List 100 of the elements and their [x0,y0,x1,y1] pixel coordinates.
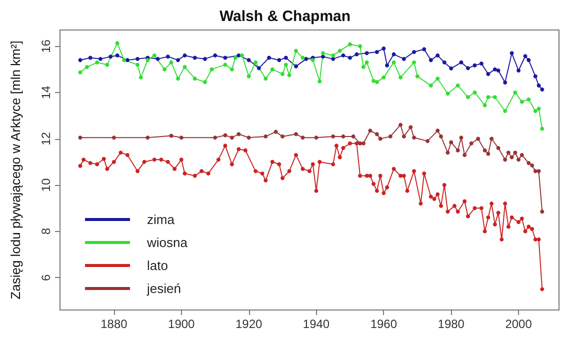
point [412,136,416,140]
point [341,53,346,58]
point [449,66,454,70]
point [523,54,528,58]
point [230,136,234,140]
point [412,50,416,54]
point [526,58,531,62]
point [331,56,336,61]
point [492,67,497,72]
y-tick-label: 14 [39,85,53,100]
point [456,148,460,152]
point [510,51,514,56]
point [341,134,346,138]
point [300,136,305,140]
point [166,54,170,59]
point [496,146,500,150]
point [223,133,228,138]
point [213,53,218,58]
point [348,56,352,60]
point [314,136,318,140]
x-tick-label: 2000 [505,317,532,331]
point [472,63,477,68]
point [294,132,298,136]
point [246,136,251,140]
point [368,128,372,133]
point [374,132,379,136]
point [533,169,538,174]
point [496,68,500,72]
point [540,210,544,214]
point [479,62,484,66]
point [402,134,406,138]
point [449,140,454,144]
point [436,128,440,133]
point [436,53,440,58]
point [331,134,336,138]
point [146,136,150,140]
point [364,51,369,56]
point [459,60,464,64]
point [246,58,251,62]
point [115,53,120,58]
point [267,56,272,60]
x-tick-label: 1900 [168,317,196,331]
y-tick-label: 6 [39,274,53,281]
point [351,134,356,138]
point [490,136,494,141]
point [136,56,140,61]
point [506,150,510,155]
point [378,136,382,141]
x-tick-label: 1880 [100,317,128,331]
point [304,56,308,61]
x-tick-label: 1980 [438,317,465,331]
point [402,56,406,61]
legend-label: wiosna [146,235,188,250]
point [459,136,464,140]
point [540,87,544,92]
point [385,63,390,68]
point [179,136,184,140]
point [361,141,366,146]
point [428,58,433,62]
point [156,56,160,61]
x-tick-label: 1940 [302,317,330,331]
point [513,150,518,155]
point [442,60,446,64]
point [277,58,282,62]
point [446,150,450,155]
point [469,141,474,146]
point [125,58,130,62]
point [466,66,470,70]
point [388,134,392,138]
x-tick-label: 1960 [370,317,398,331]
point [536,84,541,88]
point [503,158,508,162]
point [112,136,116,140]
point [408,125,413,130]
point [392,52,396,56]
point [78,136,82,140]
y-tick-label: 16 [39,39,53,53]
point [438,134,443,138]
legend-label: lato [147,258,168,273]
legend-label: jesień [146,281,181,296]
point [516,158,521,162]
point [422,47,426,52]
point [526,161,531,166]
point [476,136,480,141]
point [169,134,174,138]
point [223,56,228,60]
point [176,58,180,62]
y-tick-label: 12 [39,132,53,146]
y-axis-title: Zasięg lodu pływającego w Arktyce [mln km²] [8,40,23,300]
point [78,58,82,62]
point [320,54,325,59]
point [108,54,113,59]
point [520,152,524,157]
point [530,163,534,168]
point [503,80,508,85]
point [486,152,490,156]
point [482,148,487,152]
point [256,66,261,70]
point [398,122,403,127]
point [202,56,207,61]
